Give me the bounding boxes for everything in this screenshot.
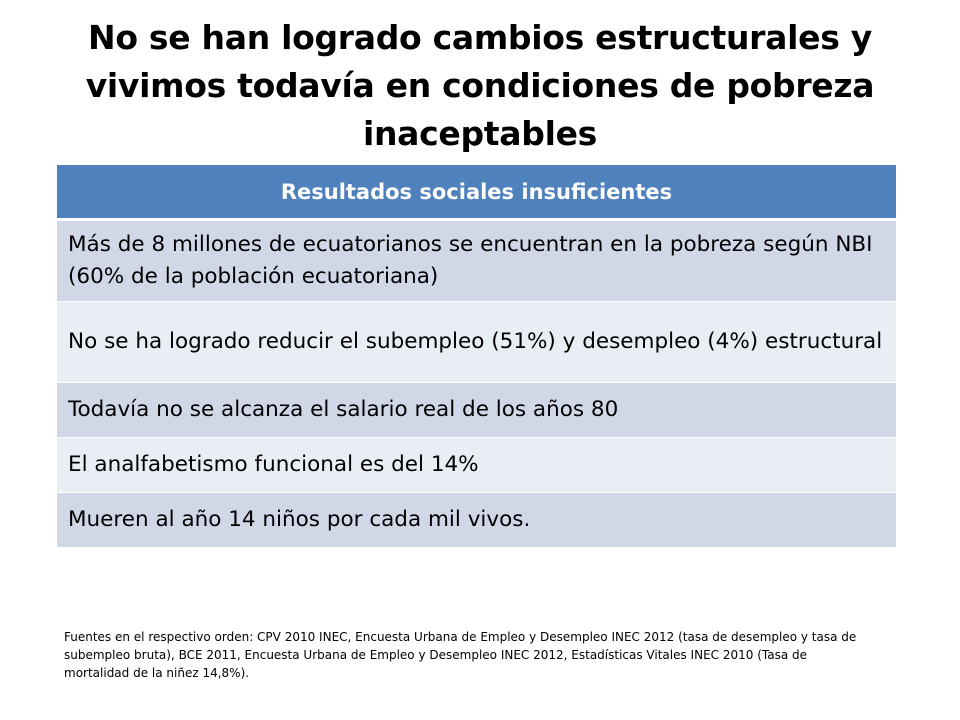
table-header-row: Resultados sociales insuficientes (57, 165, 896, 221)
table-cell-poverty: Más de 8 millones de ecuatorianos se enc… (57, 219, 896, 302)
table-row: Todavía no se alcanza el salario real de… (57, 382, 896, 438)
table-header: Resultados sociales insuficientes (57, 165, 896, 221)
table-row: Mueren al año 14 niños por cada mil vivo… (57, 492, 896, 548)
table-row: Más de 8 millones de ecuatorianos se enc… (57, 219, 896, 302)
table-cell-employment: No se ha logrado reducir el subempleo (5… (57, 301, 896, 383)
table-cell-literacy: El analfabetismo funcional es del 14% (57, 437, 896, 493)
table-row: El analfabetismo funcional es del 14% (57, 437, 896, 493)
table-cell-salary: Todavía no se alcanza el salario real de… (57, 382, 896, 438)
sources-footnote: Fuentes en el respectivo orden: CPV 2010… (64, 630, 857, 680)
slide-title: No se han logrado cambios estructurales … (85, 18, 875, 153)
table-row: No se ha logrado reducir el subempleo (5… (57, 301, 896, 383)
table-cell-mortality: Mueren al año 14 niños por cada mil vivo… (57, 492, 896, 548)
results-table: Resultados sociales insuficientes Más de… (57, 165, 896, 548)
